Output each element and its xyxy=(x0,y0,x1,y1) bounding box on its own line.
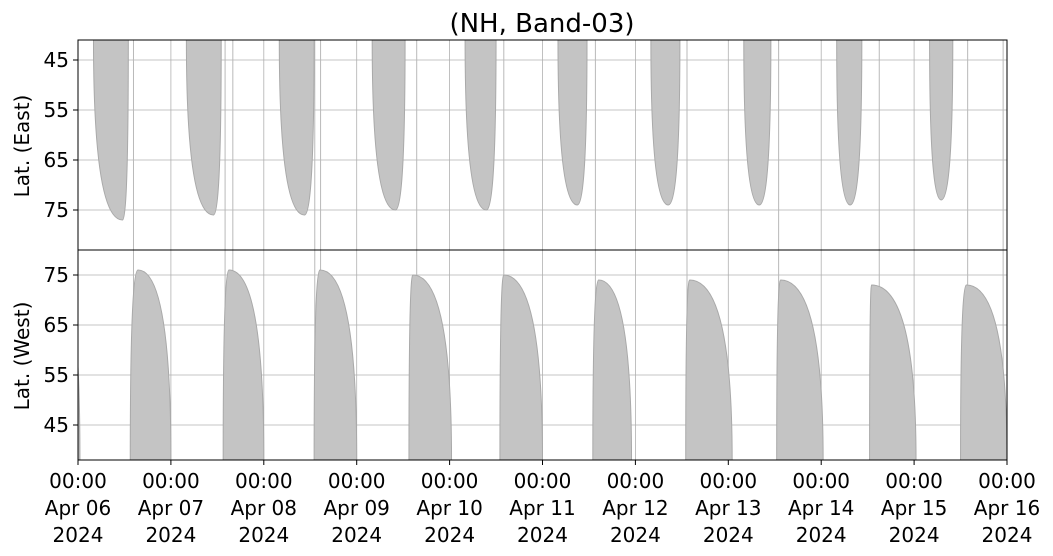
xtick-label-1: 00:00 Apr 07 2024 xyxy=(138,469,204,547)
swath-edge-east-6 xyxy=(650,40,681,206)
ylabel-west: Lat. (West) xyxy=(10,302,34,411)
ytick-label-east-3: 75 xyxy=(44,198,69,222)
swath-east-6 xyxy=(650,40,680,205)
swath-edge-east-8 xyxy=(836,40,863,206)
swath-edge-west-8 xyxy=(776,279,824,460)
swath-edge-east-5 xyxy=(557,40,588,206)
swath-west-7 xyxy=(685,280,733,460)
ytick-label-east-2: 65 xyxy=(44,148,69,172)
swath-east-0 xyxy=(93,40,129,220)
swath-west-1 xyxy=(130,270,171,460)
swath-edge-west-9 xyxy=(869,284,917,460)
swath-east-2 xyxy=(279,40,315,215)
swath-edge-west-7 xyxy=(685,279,733,460)
swath-edge-west-4 xyxy=(408,274,453,460)
ytick-label-east-0: 45 xyxy=(44,48,69,72)
swath-west-10 xyxy=(960,285,1007,460)
swath-edge-east-9 xyxy=(929,40,954,201)
swath-edge-east-4 xyxy=(464,40,497,211)
ytick-label-west-0: 45 xyxy=(44,413,69,437)
swath-east-7 xyxy=(743,40,771,205)
swath-edge-east-1 xyxy=(185,40,222,216)
xtick-label-7: 00:00 Apr 13 2024 xyxy=(695,469,761,547)
ytick-label-east-1: 55 xyxy=(44,98,69,122)
ytick-label-west-2: 65 xyxy=(44,313,69,337)
xtick-label-4: 00:00 Apr 10 2024 xyxy=(416,469,482,547)
swath-west-8 xyxy=(776,280,824,460)
swath-east-3 xyxy=(372,40,406,210)
swath-west-3 xyxy=(314,270,357,460)
swath-east-1 xyxy=(186,40,222,215)
swath-east-9 xyxy=(929,40,953,200)
xtick-label-8: 00:00 Apr 14 2024 xyxy=(788,469,854,547)
swath-edge-west-5 xyxy=(499,274,544,460)
ytick-label-west-1: 55 xyxy=(44,363,69,387)
panel-west: 45 55 65 75 xyxy=(44,249,1008,461)
swath-edge-west-10 xyxy=(960,284,1007,460)
swath-edge-west-1 xyxy=(129,269,172,460)
swath-east-4 xyxy=(465,40,497,210)
panel-east: 45 55 65 75 xyxy=(44,39,1008,251)
xtick-label-5: 00:00 Apr 11 2024 xyxy=(509,469,575,547)
swath-edge-west-3 xyxy=(313,269,358,460)
ytick-label-west-3: 75 xyxy=(44,263,69,287)
xtick-label-3: 00:00 Apr 09 2024 xyxy=(323,469,389,547)
swath-west-9 xyxy=(869,285,917,460)
swath-edge-west-2 xyxy=(222,269,265,460)
x-axis: 00:00 Apr 06 2024 00:00 Apr 07 2024 00:00 Apr 0… xyxy=(45,460,1040,547)
swath-edge-west-6 xyxy=(592,279,633,460)
swath-west-5 xyxy=(499,275,543,460)
chart-title: (NH, Band-03) xyxy=(449,9,634,39)
swath-west-4 xyxy=(408,275,452,460)
swath-west-2 xyxy=(223,270,264,460)
xtick-label-0: 00:00 Apr 06 2024 xyxy=(45,469,111,547)
xtick-label-2: 00:00 Apr 08 2024 xyxy=(231,469,297,547)
swath-edge-east-3 xyxy=(371,40,406,211)
ylabel-east: Lat. (East) xyxy=(10,95,34,198)
xtick-label-9: 00:00 Apr 15 2024 xyxy=(881,469,947,547)
swath-west-6 xyxy=(592,280,632,460)
xtick-label-6: 00:00 Apr 12 2024 xyxy=(602,469,668,547)
swath-east-8 xyxy=(836,40,862,205)
swath-edge-east-2 xyxy=(278,40,315,216)
swath-edge-east-0 xyxy=(92,40,129,221)
xtick-label-10: 00:00 Apr 16 2024 xyxy=(974,469,1040,547)
swath-edge-east-7 xyxy=(743,40,772,206)
swath-east-5 xyxy=(557,40,588,205)
